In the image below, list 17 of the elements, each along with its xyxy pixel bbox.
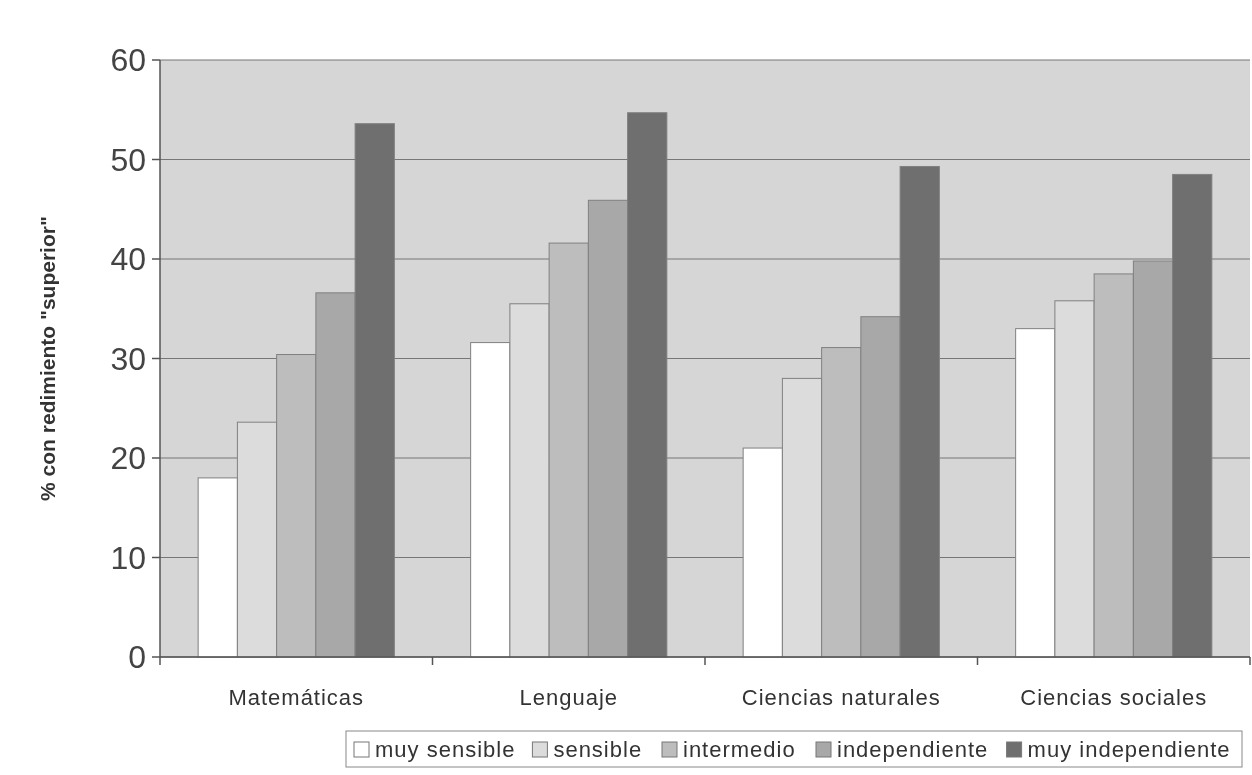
legend-label: muy sensible <box>375 737 516 762</box>
y-tick-label: 10 <box>110 539 146 576</box>
y-tick-label: 50 <box>110 141 146 178</box>
x-tick-label: Ciencias naturales <box>741 685 941 710</box>
y-tick-label: 0 <box>128 639 146 676</box>
y-tick-label: 20 <box>110 440 146 477</box>
y-tick-label: 60 <box>110 42 146 79</box>
legend-label: intermedio <box>683 737 796 762</box>
legend-label: sensible <box>553 737 643 762</box>
x-tick-label: Matemáticas <box>228 685 365 710</box>
y-axis-title: % con redimiento "superior" <box>36 216 59 501</box>
y-tick-label: 30 <box>110 340 146 377</box>
legend-label: independiente <box>837 737 989 762</box>
y-tick-label: 40 <box>110 241 146 278</box>
legend-label: muy independiente <box>1027 737 1231 762</box>
x-tick-label: Ciencias sociales <box>1020 685 1208 710</box>
x-tick-label: Lenguaje <box>519 685 619 710</box>
